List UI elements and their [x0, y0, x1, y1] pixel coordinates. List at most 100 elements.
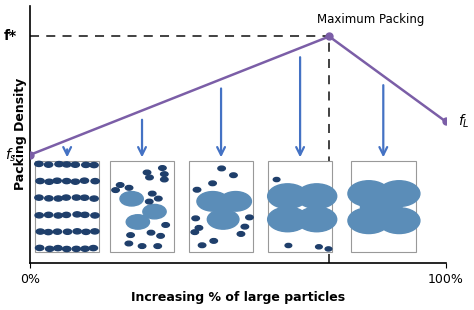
Circle shape — [268, 184, 308, 209]
Circle shape — [148, 191, 156, 196]
Circle shape — [154, 244, 162, 248]
Text: Maximum Packing: Maximum Packing — [317, 13, 425, 26]
Circle shape — [230, 173, 237, 178]
Circle shape — [90, 196, 98, 201]
Circle shape — [45, 212, 53, 217]
Circle shape — [325, 247, 332, 251]
Bar — [35, 162, 100, 252]
Circle shape — [35, 213, 43, 218]
Circle shape — [89, 246, 98, 251]
Circle shape — [146, 199, 153, 204]
Circle shape — [63, 179, 71, 184]
Circle shape — [64, 229, 72, 234]
Text: f*: f* — [4, 29, 17, 43]
Circle shape — [62, 212, 71, 218]
Circle shape — [44, 229, 53, 235]
Circle shape — [348, 208, 390, 233]
Circle shape — [297, 207, 337, 232]
Circle shape — [36, 245, 44, 250]
Circle shape — [112, 188, 119, 193]
Circle shape — [53, 229, 62, 234]
Circle shape — [218, 166, 225, 171]
Circle shape — [155, 196, 162, 201]
Text: $f_L$: $f_L$ — [458, 113, 470, 130]
Circle shape — [55, 162, 63, 167]
Y-axis label: Packing Density: Packing Density — [14, 78, 27, 190]
Circle shape — [72, 246, 81, 251]
Circle shape — [316, 245, 322, 249]
Circle shape — [63, 246, 71, 252]
Bar — [189, 162, 253, 252]
Circle shape — [198, 243, 206, 248]
Circle shape — [161, 177, 168, 182]
Circle shape — [117, 183, 124, 187]
Bar — [268, 162, 332, 252]
Circle shape — [71, 179, 80, 184]
Circle shape — [210, 239, 218, 243]
Circle shape — [162, 223, 169, 227]
Circle shape — [91, 229, 99, 234]
Circle shape — [157, 233, 164, 238]
Circle shape — [237, 232, 245, 236]
Text: $f_s$: $f_s$ — [6, 146, 17, 164]
Circle shape — [45, 179, 54, 184]
Bar — [110, 162, 174, 252]
Circle shape — [36, 179, 44, 184]
Circle shape — [91, 179, 100, 184]
Circle shape — [54, 196, 63, 201]
Circle shape — [72, 195, 81, 200]
Circle shape — [360, 194, 402, 219]
Circle shape — [54, 246, 62, 251]
X-axis label: Increasing % of large particles: Increasing % of large particles — [131, 291, 345, 304]
Circle shape — [125, 241, 133, 246]
Circle shape — [220, 192, 251, 211]
Circle shape — [45, 196, 53, 201]
Circle shape — [285, 243, 292, 248]
Circle shape — [80, 178, 89, 183]
Circle shape — [82, 229, 90, 234]
Circle shape — [71, 162, 80, 167]
Circle shape — [91, 213, 99, 218]
Circle shape — [378, 208, 420, 233]
Circle shape — [297, 184, 337, 209]
Circle shape — [73, 212, 82, 217]
Circle shape — [378, 181, 420, 206]
Circle shape — [36, 229, 45, 234]
Circle shape — [268, 207, 308, 232]
Circle shape — [45, 162, 53, 167]
Circle shape — [191, 230, 199, 234]
Circle shape — [195, 226, 203, 230]
Circle shape — [81, 195, 89, 200]
Bar — [351, 162, 416, 252]
Circle shape — [207, 210, 239, 229]
Circle shape — [159, 166, 166, 170]
Circle shape — [161, 172, 168, 176]
Circle shape — [63, 162, 71, 167]
Circle shape — [54, 213, 63, 218]
Circle shape — [90, 162, 98, 168]
Circle shape — [81, 246, 89, 251]
Circle shape — [120, 192, 143, 206]
Circle shape — [62, 195, 70, 200]
Circle shape — [193, 188, 201, 192]
Circle shape — [197, 192, 228, 211]
Circle shape — [46, 246, 54, 251]
Circle shape — [82, 162, 90, 167]
Circle shape — [348, 181, 390, 206]
Circle shape — [209, 181, 216, 186]
Circle shape — [73, 229, 82, 234]
Circle shape — [126, 215, 149, 229]
Circle shape — [35, 195, 43, 200]
Circle shape — [81, 212, 89, 217]
Circle shape — [246, 215, 253, 220]
Circle shape — [143, 170, 151, 175]
Circle shape — [127, 233, 134, 237]
Circle shape — [147, 230, 155, 235]
Circle shape — [53, 178, 61, 183]
Circle shape — [138, 244, 146, 248]
Circle shape — [146, 175, 153, 180]
Circle shape — [143, 204, 166, 219]
Circle shape — [125, 185, 133, 190]
Circle shape — [241, 224, 248, 229]
Circle shape — [35, 161, 43, 166]
